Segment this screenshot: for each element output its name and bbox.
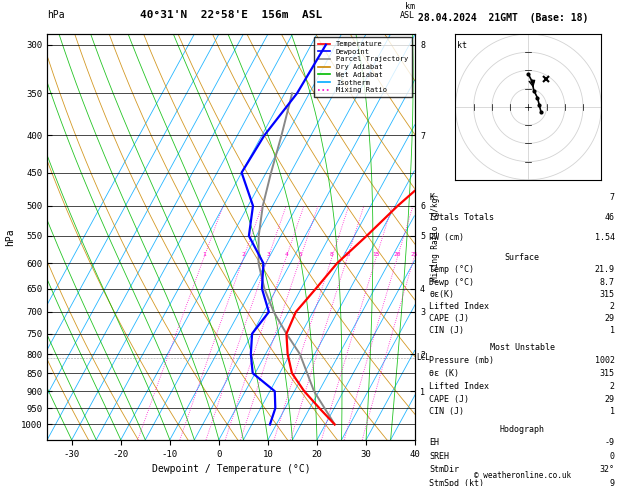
Text: 28.04.2024  21GMT  (Base: 18): 28.04.2024 21GMT (Base: 18): [418, 13, 589, 23]
X-axis label: Dewpoint / Temperature (°C): Dewpoint / Temperature (°C): [152, 464, 311, 474]
Text: Most Unstable: Most Unstable: [489, 343, 555, 352]
Text: Surface: Surface: [504, 253, 540, 262]
Text: 3: 3: [266, 252, 270, 257]
Text: -9: -9: [604, 438, 615, 447]
Text: Hodograph: Hodograph: [499, 425, 545, 434]
Text: θε(K): θε(K): [430, 290, 455, 299]
Text: 1002: 1002: [594, 356, 615, 364]
Y-axis label: hPa: hPa: [5, 228, 15, 246]
Text: 29: 29: [604, 395, 615, 403]
Text: 8.7: 8.7: [599, 278, 615, 287]
Text: 20: 20: [394, 252, 401, 257]
Text: 10: 10: [343, 252, 351, 257]
Y-axis label: Mixing Ratio (g/kg): Mixing Ratio (g/kg): [431, 193, 440, 281]
Text: CAPE (J): CAPE (J): [430, 395, 469, 403]
Text: Totals Totals: Totals Totals: [430, 213, 494, 222]
Text: 5: 5: [299, 252, 303, 257]
Text: 4: 4: [284, 252, 288, 257]
Text: EH: EH: [430, 438, 440, 447]
Text: Lifted Index: Lifted Index: [430, 302, 489, 311]
Text: 32°: 32°: [599, 466, 615, 474]
Text: 2: 2: [610, 382, 615, 391]
Text: 1.54: 1.54: [594, 233, 615, 242]
Legend: Temperature, Dewpoint, Parcel Trajectory, Dry Adiabat, Wet Adiabat, Isotherm, Mi: Temperature, Dewpoint, Parcel Trajectory…: [314, 37, 411, 97]
Text: θε (K): θε (K): [430, 368, 459, 378]
Text: StmSpd (kt): StmSpd (kt): [430, 479, 484, 486]
Text: kt: kt: [457, 41, 467, 51]
Text: 46: 46: [604, 213, 615, 222]
Text: Lifted Index: Lifted Index: [430, 382, 489, 391]
Text: Temp (°C): Temp (°C): [430, 265, 474, 275]
Text: 7: 7: [610, 193, 615, 202]
Text: 9: 9: [610, 479, 615, 486]
Text: 1: 1: [202, 252, 206, 257]
Text: 0: 0: [610, 452, 615, 461]
Text: 29: 29: [604, 314, 615, 323]
Text: hPa: hPa: [47, 10, 65, 20]
Text: © weatheronline.co.uk: © weatheronline.co.uk: [474, 471, 571, 480]
Text: 21.9: 21.9: [594, 265, 615, 275]
Text: Pressure (mb): Pressure (mb): [430, 356, 494, 364]
Text: km
ASL: km ASL: [400, 2, 415, 20]
Text: 1: 1: [610, 407, 615, 417]
Text: 2: 2: [610, 302, 615, 311]
Text: PW (cm): PW (cm): [430, 233, 464, 242]
Text: 15: 15: [372, 252, 380, 257]
Text: 25: 25: [411, 252, 418, 257]
Text: CIN (J): CIN (J): [430, 407, 464, 417]
Text: 315: 315: [599, 290, 615, 299]
Text: 40°31'N  22°58'E  156m  ASL: 40°31'N 22°58'E 156m ASL: [140, 10, 322, 20]
Text: 315: 315: [599, 368, 615, 378]
Text: 2: 2: [242, 252, 245, 257]
Text: LCL: LCL: [416, 353, 430, 363]
Text: CAPE (J): CAPE (J): [430, 314, 469, 323]
Text: CIN (J): CIN (J): [430, 326, 464, 335]
Text: Dewp (°C): Dewp (°C): [430, 278, 474, 287]
Text: 1: 1: [610, 326, 615, 335]
Text: K: K: [430, 193, 435, 202]
Text: StmDir: StmDir: [430, 466, 459, 474]
Text: 8: 8: [330, 252, 334, 257]
Text: SREH: SREH: [430, 452, 450, 461]
